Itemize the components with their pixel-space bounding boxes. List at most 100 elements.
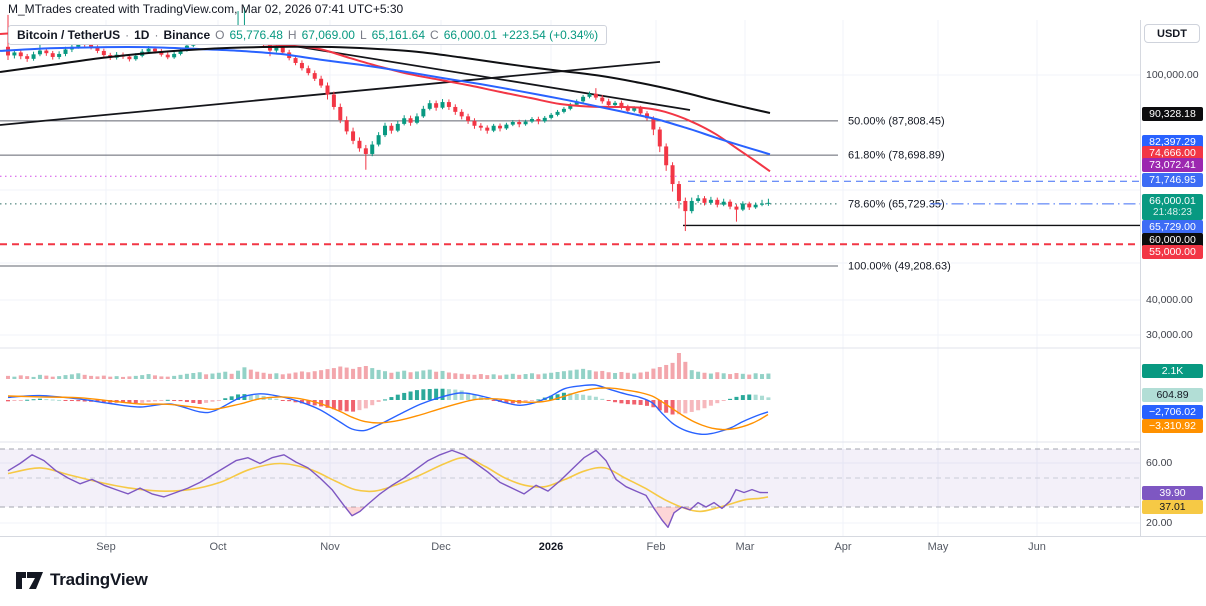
candle-body xyxy=(619,102,624,108)
volume-bar xyxy=(574,369,579,379)
macd-histogram-bar xyxy=(593,396,598,400)
volume-bar xyxy=(127,376,132,379)
candle-body xyxy=(63,49,68,54)
candle-body xyxy=(31,54,36,59)
volume-bar xyxy=(459,373,464,379)
candle-body xyxy=(645,113,649,119)
fib-level-label: 50.00% (87,808.45) xyxy=(848,115,945,127)
volume-bar xyxy=(306,372,311,379)
candle-body xyxy=(18,52,23,57)
candle-body xyxy=(600,97,605,102)
candle-body xyxy=(165,54,170,58)
candle-body xyxy=(395,123,400,131)
macd-histogram-bar xyxy=(459,390,464,400)
macd-histogram-bar xyxy=(351,400,356,412)
macd-histogram-bar xyxy=(696,400,701,411)
candle-body xyxy=(657,129,662,147)
candle-body xyxy=(146,48,151,52)
candle-body xyxy=(12,52,17,56)
volume-bar xyxy=(95,376,100,379)
macd-histogram-bar xyxy=(152,400,157,402)
macd-histogram-bar xyxy=(146,400,151,403)
volume-bar xyxy=(293,372,298,379)
volume-bar xyxy=(376,369,381,379)
volume-bar xyxy=(210,373,215,379)
volume-bar xyxy=(248,369,253,379)
macd-histogram-bar xyxy=(523,400,528,403)
volume-bar xyxy=(140,375,145,379)
volume-bar xyxy=(561,371,566,379)
volume-bar xyxy=(440,370,445,379)
price-line-label: 82,397.29 xyxy=(1142,135,1203,149)
candle-body xyxy=(37,50,42,55)
volume-bar xyxy=(523,374,528,379)
candle-body xyxy=(402,118,407,124)
time-axis[interactable]: Sep Oct Nov Dec 2026 Feb Mar Apr May Jun xyxy=(0,536,1206,557)
macd-histogram-bar xyxy=(331,400,336,410)
symbol-info-bar[interactable]: Bitcoin / TetherUS · 1D · Binance O 65,7… xyxy=(8,25,608,45)
price-line-label: 73,072.41 xyxy=(1142,158,1203,172)
macd-histogram-bar xyxy=(248,394,253,400)
trendline xyxy=(244,37,691,111)
candle-body xyxy=(383,125,388,136)
volume-bar xyxy=(325,369,330,379)
candle-body xyxy=(44,50,49,54)
volume-bar xyxy=(645,371,649,379)
macd-histogram-bar xyxy=(632,400,637,405)
price-scale[interactable]: USDT 100,000.00 90,328.18 82,397.29 74,666.… xyxy=(1140,20,1206,556)
candle-body xyxy=(670,165,675,185)
rsi-oversold-fill xyxy=(345,507,365,516)
macd-histogram-bar xyxy=(434,388,439,400)
price-line-label: −2,706.02 xyxy=(1142,405,1203,419)
time-tick-label: 2026 xyxy=(538,541,564,553)
fib-level-label: 78.60% (65,729.35) xyxy=(848,198,945,210)
macd-histogram-bar xyxy=(587,395,592,400)
volume-bar xyxy=(517,374,522,379)
volume-bar xyxy=(657,367,662,379)
volume-bar xyxy=(114,376,119,379)
candle-body xyxy=(344,120,349,132)
volume-bar xyxy=(613,373,618,379)
candle-body xyxy=(478,125,483,128)
candle-body xyxy=(625,107,630,111)
volume-bar xyxy=(287,373,292,379)
candle-body xyxy=(740,203,745,210)
time-tick-label: Dec xyxy=(431,541,451,553)
candle-body xyxy=(689,200,694,212)
candle-body xyxy=(50,53,55,57)
candle-body xyxy=(370,144,375,154)
volume-bar xyxy=(223,371,228,379)
high-label: H xyxy=(287,28,297,42)
volume-bar xyxy=(101,375,106,379)
macd-histogram-bar xyxy=(57,399,62,401)
volume-bar xyxy=(434,371,439,379)
watermark-text: M_MTrades created with TradingView.com, … xyxy=(8,2,404,16)
symbol-title: Bitcoin / TetherUS xyxy=(17,28,121,42)
macd-histogram-bar xyxy=(82,400,87,402)
volume-bar xyxy=(600,370,605,379)
volume-bar xyxy=(753,373,758,379)
volume-bar xyxy=(421,370,426,379)
tradingview-logo[interactable]: TradingView xyxy=(16,570,148,590)
open-label: O xyxy=(215,28,225,42)
price-line-label: 39.90 xyxy=(1142,486,1203,500)
macd-histogram-bar xyxy=(370,400,375,406)
volume-bar xyxy=(625,372,630,379)
macd-line xyxy=(7,384,769,436)
currency-unit-button[interactable]: USDT xyxy=(1144,24,1200,43)
volume-bar xyxy=(25,376,30,379)
candle-body xyxy=(753,204,758,208)
volume-bar xyxy=(670,362,675,379)
volume-bar xyxy=(536,374,541,379)
macd-histogram-bar xyxy=(63,400,68,401)
macd-histogram-bar xyxy=(287,400,292,402)
volume-bar xyxy=(542,373,547,379)
macd-histogram-bar xyxy=(625,400,630,405)
macd-histogram-bar xyxy=(12,400,17,401)
macd-signal-line xyxy=(7,387,769,431)
candle-body xyxy=(593,93,598,98)
macd-histogram-bar xyxy=(383,399,388,401)
volume-bar xyxy=(357,367,362,379)
